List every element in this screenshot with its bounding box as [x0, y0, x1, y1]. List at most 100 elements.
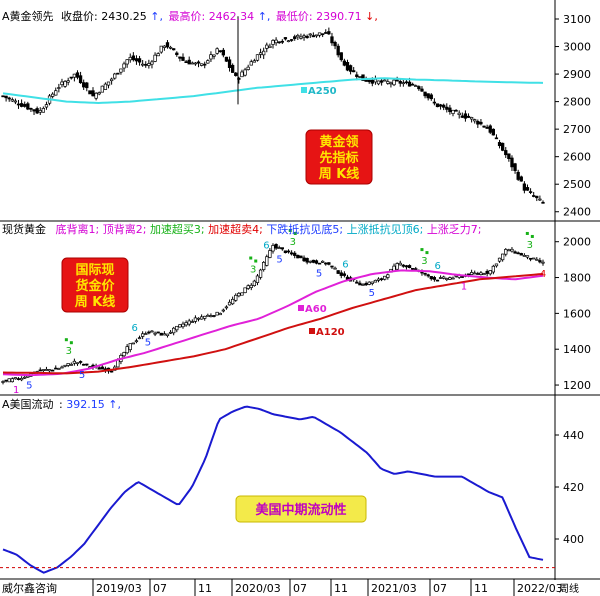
candle-body — [212, 315, 216, 317]
candle-body — [528, 257, 533, 260]
candle-body — [51, 369, 55, 372]
candle-body — [134, 340, 139, 343]
candle-body — [190, 62, 194, 65]
candle-body — [510, 248, 514, 252]
signal-dot — [69, 341, 73, 345]
signal-marker: 5 — [316, 268, 322, 279]
candle-body — [532, 257, 536, 260]
candle-body — [38, 369, 42, 372]
x-tick-label: 07 — [293, 582, 307, 595]
candle-body — [116, 359, 120, 368]
candle-body — [231, 298, 235, 305]
candle-body — [41, 369, 45, 371]
candle-body — [32, 109, 36, 112]
candle-body — [466, 115, 471, 118]
signal-marker: 1 — [461, 281, 467, 292]
candle-body — [234, 72, 238, 76]
candle-body — [358, 76, 362, 78]
candle-body — [407, 265, 412, 269]
candle-body — [184, 322, 188, 326]
candle-body — [255, 54, 260, 61]
candle-body — [296, 254, 300, 259]
candle-body — [23, 376, 27, 379]
candle-body — [333, 41, 337, 47]
panel2-legend-3: 加速超卖4; — [208, 222, 263, 236]
candle-body — [193, 317, 198, 322]
panel1-y-tick-label: 2900 — [563, 68, 591, 81]
candle-body — [10, 99, 14, 102]
candle-body — [376, 278, 381, 281]
candle-body — [246, 66, 250, 70]
panel1-high-arrow: ↑, — [258, 10, 271, 23]
panel1-high-label: 最高价: — [168, 9, 205, 23]
candle-body — [445, 278, 449, 281]
signal-marker: 3 — [421, 256, 427, 267]
candle-body — [150, 61, 154, 65]
candle-body — [305, 258, 309, 263]
candle-body — [513, 251, 517, 254]
candle-body — [141, 63, 145, 66]
signal-marker: 3 — [66, 346, 72, 357]
candle-body — [271, 245, 275, 252]
panel2-legend-0: 底背离1; — [56, 222, 100, 236]
candle-body — [4, 379, 8, 382]
candle-body — [78, 361, 83, 363]
svg-text:A250: A250 — [308, 86, 337, 97]
signal-marker: 5 — [26, 381, 32, 392]
candle-body — [7, 378, 11, 383]
candle-body — [116, 72, 120, 75]
panel2-candles — [1, 243, 545, 385]
candle-body — [47, 369, 52, 372]
candle-body — [147, 331, 151, 334]
candle-body — [100, 366, 104, 370]
signal-dot — [425, 251, 429, 255]
candle-body — [488, 270, 492, 275]
candle-body — [311, 259, 315, 263]
candle-body — [321, 260, 325, 263]
candle-body — [35, 108, 39, 114]
panel3-box-text: 美国中期流动性 — [255, 502, 346, 518]
signal-marker: 6 — [342, 260, 348, 271]
candle-body — [221, 49, 225, 56]
candle-body — [72, 73, 77, 78]
candle-body — [125, 346, 129, 354]
panel1-close-label: 收盘价: — [61, 9, 98, 23]
candle-body — [265, 44, 269, 49]
candle-body — [44, 104, 49, 108]
candle-body — [401, 82, 405, 85]
panel1-low-label: 最低价: — [276, 10, 313, 23]
candle-body — [252, 60, 257, 63]
candle-body — [203, 315, 207, 319]
panel1-y-tick-label: 2800 — [563, 96, 591, 109]
panel3-name: A美国流动 — [2, 397, 54, 411]
x-tick-label: 11 — [334, 582, 348, 595]
candle-body — [153, 54, 157, 62]
candle-body — [352, 70, 356, 73]
candle-body — [473, 119, 477, 122]
signal-marker: 5 — [145, 337, 151, 348]
candle-body — [1, 95, 5, 98]
candle-body — [504, 150, 508, 156]
candle-body — [501, 142, 505, 151]
candle-body — [355, 74, 359, 77]
candle-body — [277, 247, 281, 249]
candle-body — [203, 63, 207, 66]
candle-body — [348, 65, 353, 72]
x-tick-label: 07 — [153, 582, 167, 595]
ma250-label: A250 — [301, 86, 337, 97]
candle-body — [224, 306, 229, 309]
candle-body — [181, 56, 185, 61]
candle-body — [289, 252, 294, 255]
ma60-line — [2, 269, 544, 377]
candle-body — [476, 120, 480, 125]
panel1-high-value: 2462.34 — [209, 10, 255, 23]
candle-body — [134, 58, 139, 62]
candle-body — [7, 97, 11, 100]
candle-body — [277, 41, 281, 44]
candle-body — [243, 69, 247, 76]
candle-body — [206, 60, 210, 64]
period-label: 周线 — [559, 582, 579, 595]
panel2-legend-2: 加速超买3; — [150, 222, 205, 236]
candle-body — [507, 153, 511, 160]
